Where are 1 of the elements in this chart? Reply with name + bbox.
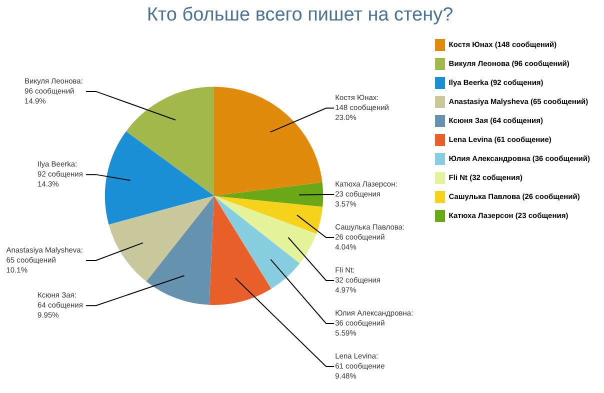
chart-title: Кто больше всего пишет на стену? <box>146 4 454 26</box>
